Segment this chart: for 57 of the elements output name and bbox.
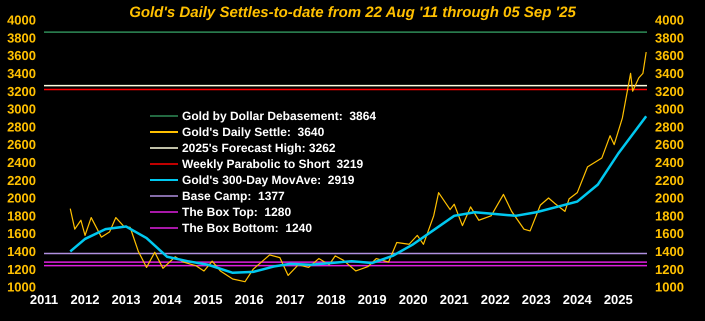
y2-tick-label: 1400 xyxy=(655,244,684,260)
legend-label: The Box Bottom: 1240 xyxy=(182,221,312,235)
y2-tick-label: 2800 xyxy=(655,119,684,134)
y2-tick-label: 3800 xyxy=(655,30,684,46)
y-tick-label: 1800 xyxy=(7,208,36,224)
x-tick-label: 2017 xyxy=(276,292,305,308)
y2-tick-label: 2000 xyxy=(655,190,684,206)
legend-label: Gold's 300-Day MovAve: 2919 xyxy=(182,173,354,187)
y-tick-label: 2800 xyxy=(7,119,36,134)
y2-tick-label: 2400 xyxy=(655,155,684,170)
y-tick-label: 3600 xyxy=(7,48,36,64)
y-tick-label: 3800 xyxy=(7,30,36,46)
y-tick-label: 3200 xyxy=(7,84,36,99)
y2-tick-label: 1800 xyxy=(655,208,684,224)
x-tick-label: 2021 xyxy=(440,292,469,308)
y-tick-label: 1000 xyxy=(7,280,36,295)
y-tick-label: 1600 xyxy=(7,226,36,242)
y-tick-label: 3400 xyxy=(7,66,36,82)
y2-tick-label: 1600 xyxy=(655,226,684,242)
y2-tick-label: 3200 xyxy=(655,84,684,99)
y2-tick-label: 3400 xyxy=(655,66,684,82)
y2-tick-label: 2600 xyxy=(655,137,684,152)
legend-label: Gold's Daily Settle: 3640 xyxy=(182,125,324,139)
x-tick-label: 2019 xyxy=(358,292,387,308)
x-tick-label: 2018 xyxy=(316,292,346,308)
legend-label: Gold by Dollar Debasement: 3864 xyxy=(182,109,376,123)
x-tick-label: 2015 xyxy=(194,292,223,308)
y2-tick-label: 1200 xyxy=(655,262,684,277)
chart-title: Gold's Daily Settles-to-date from 22 Aug '11 through 05 Sep '25 xyxy=(129,4,576,21)
legend-label: Weekly Parabolic to Short 3219 xyxy=(182,157,364,171)
legend-label: The Box Top: 1280 xyxy=(182,205,292,219)
x-tick-label: 2013 xyxy=(112,292,140,308)
x-tick-label: 2020 xyxy=(398,292,428,308)
x-tick-label: 2011 xyxy=(30,292,58,308)
y2-tick-label: 3600 xyxy=(655,48,684,64)
y-tick-label: 2200 xyxy=(7,172,36,188)
line-series xyxy=(70,51,647,282)
legend-label: 2025's Forecast High: 3262 xyxy=(182,141,336,155)
x-tick-label: 2016 xyxy=(234,292,264,308)
x-tick-label: 2014 xyxy=(152,292,182,308)
y-tick-label: 2000 xyxy=(7,190,36,206)
y2-tick-label: 1000 xyxy=(655,280,684,295)
y-tick-label: 4000 xyxy=(7,12,36,28)
y2-tick-label: 4000 xyxy=(655,12,684,28)
y-tick-label: 1400 xyxy=(7,244,36,260)
x-tick-label: 2022 xyxy=(480,292,510,308)
x-tick-label: 2012 xyxy=(70,292,100,308)
y-tick-label: 1200 xyxy=(7,262,36,277)
y2-tick-label: 2200 xyxy=(655,172,684,188)
legend-label: Base Camp: 1377 xyxy=(182,189,285,203)
y-tick-label: 3000 xyxy=(7,102,36,117)
y-tick-label: 2600 xyxy=(7,137,36,152)
x-tick-label: 2025 xyxy=(604,292,633,308)
y-tick-label: 2400 xyxy=(7,155,36,170)
y2-tick-label: 3000 xyxy=(655,102,684,117)
x-tick-label: 2024 xyxy=(562,292,592,308)
x-tick-label: 2023 xyxy=(522,292,551,308)
